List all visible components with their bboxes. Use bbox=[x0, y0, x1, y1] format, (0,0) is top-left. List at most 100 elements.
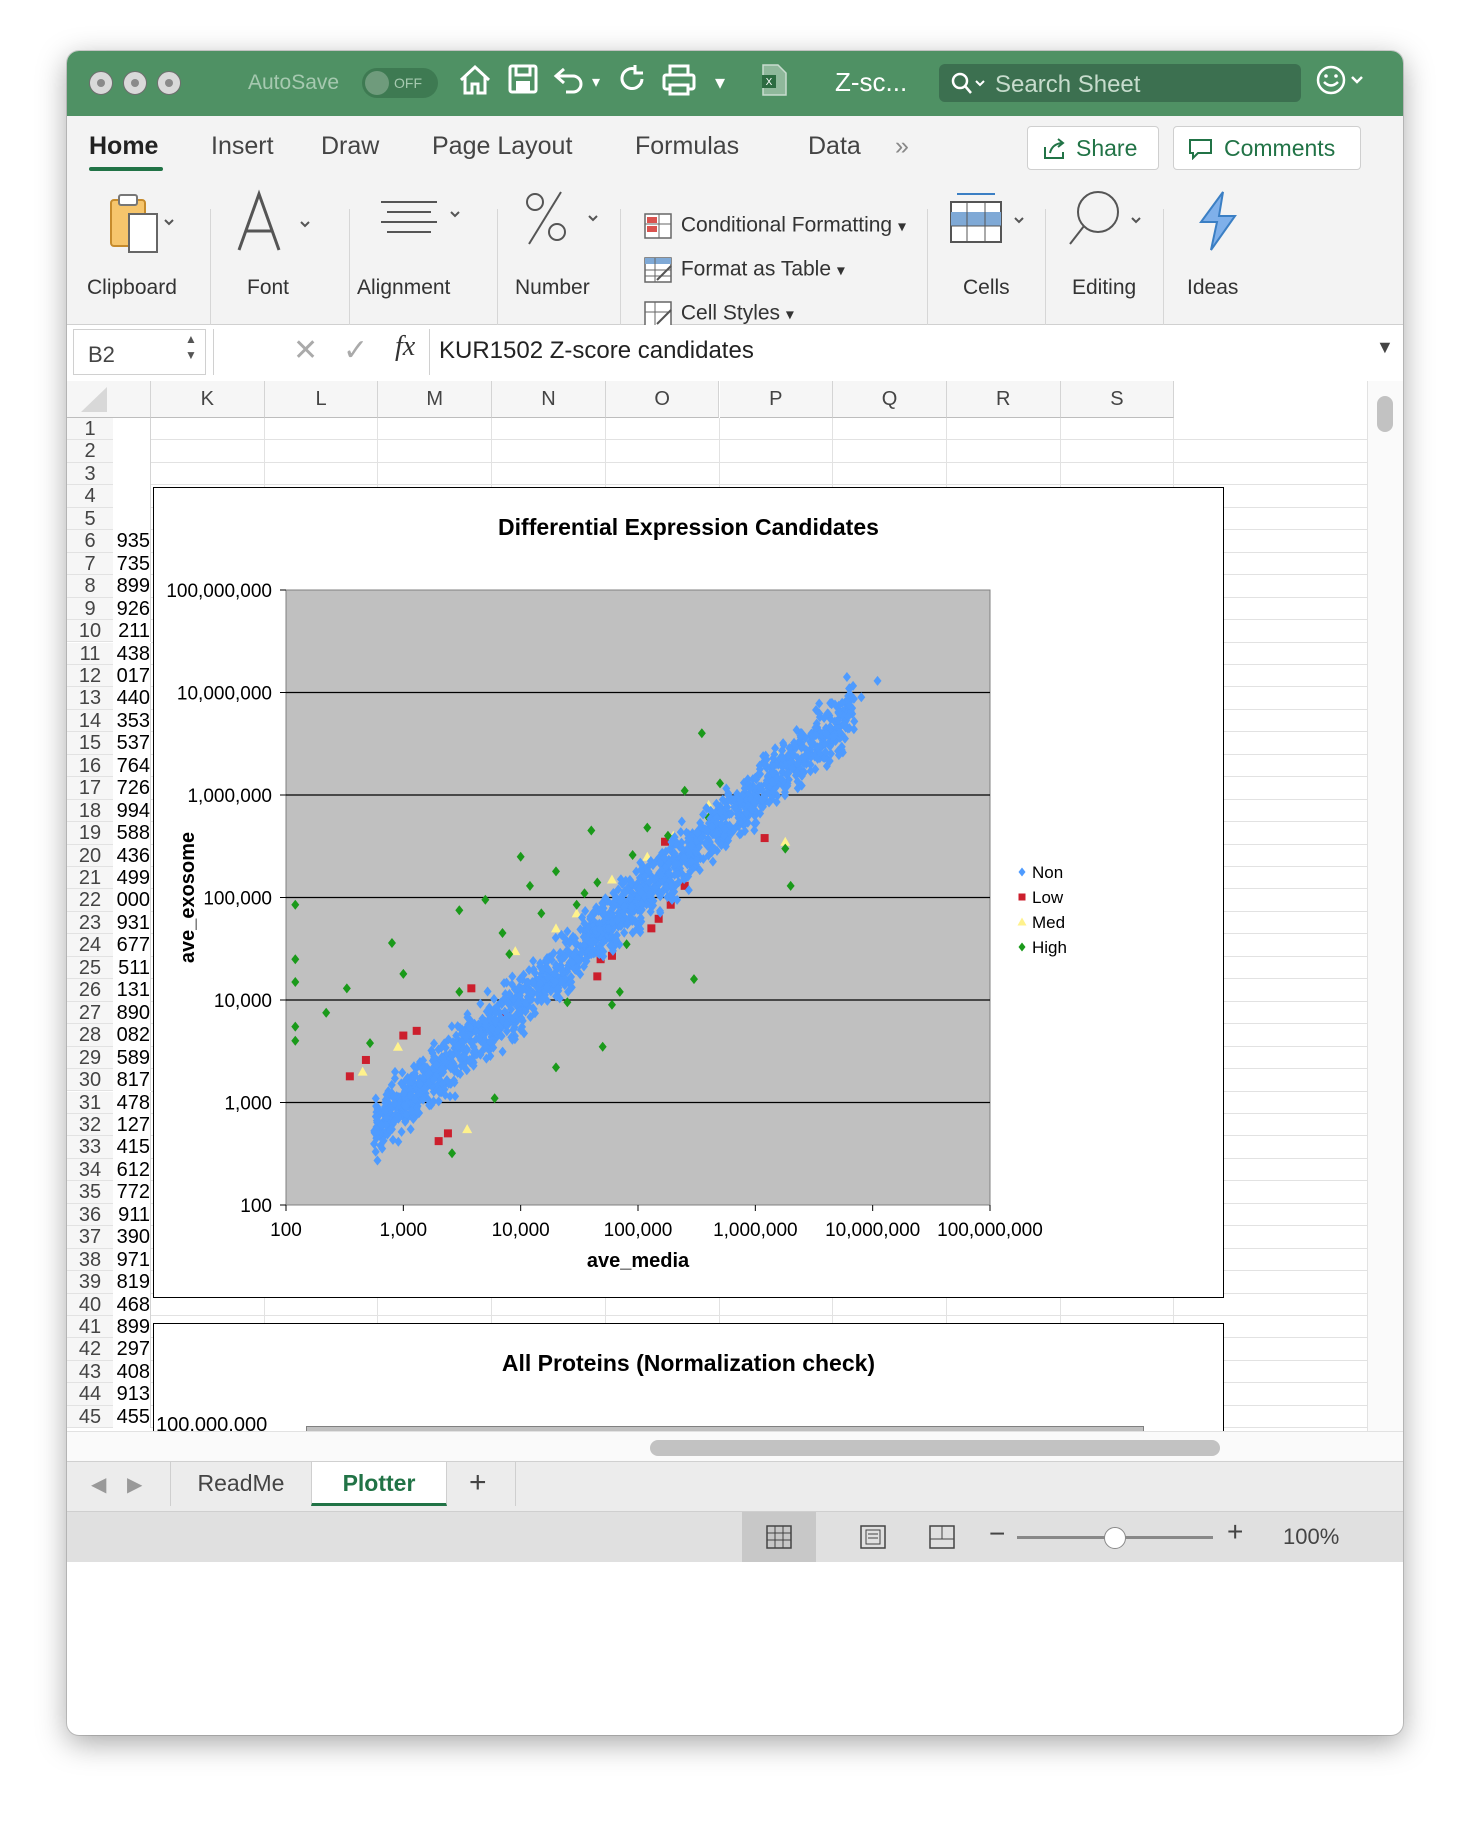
row-header-45[interactable]: 45 bbox=[67, 1405, 113, 1429]
cell-j11[interactable]: 438 bbox=[113, 642, 151, 665]
row-header-35[interactable]: 35 bbox=[67, 1181, 113, 1204]
row-header-24[interactable]: 24 bbox=[67, 934, 113, 957]
number-group[interactable]: Number bbox=[505, 176, 615, 324]
cell-j32[interactable]: 127 bbox=[113, 1113, 151, 1137]
column-header-n[interactable]: N bbox=[492, 381, 606, 418]
tab-draw[interactable]: Draw bbox=[321, 132, 380, 160]
row-header-6[interactable]: 6 bbox=[67, 530, 113, 553]
normal-view-button[interactable] bbox=[742, 1512, 816, 1562]
row-header-16[interactable]: 16 bbox=[67, 754, 113, 778]
home-icon[interactable] bbox=[457, 63, 493, 103]
horizontal-scrollbar[interactable] bbox=[67, 1431, 1403, 1462]
row-header-39[interactable]: 39 bbox=[67, 1271, 113, 1294]
differential-expression-chart[interactable]: Differential Expression Candidates 100 1,… bbox=[153, 487, 1224, 1298]
tab-home[interactable]: Home bbox=[89, 132, 159, 160]
cell-j9[interactable]: 926 bbox=[113, 597, 151, 621]
minimize-window-button[interactable] bbox=[123, 71, 147, 95]
column-header-q[interactable]: Q bbox=[833, 381, 947, 418]
cancel-formula-icon[interactable]: ✕ bbox=[293, 334, 319, 367]
cell-j13[interactable]: 440 bbox=[113, 687, 151, 710]
row-header-22[interactable]: 22 bbox=[67, 889, 113, 912]
format-as-table-button[interactable]: Format as Table ▾ bbox=[643, 256, 845, 284]
cell-j7[interactable]: 735 bbox=[113, 552, 151, 576]
close-window-button[interactable] bbox=[89, 71, 113, 95]
cell-j18[interactable]: 994 bbox=[113, 799, 151, 823]
cell-j29[interactable]: 589 bbox=[113, 1046, 151, 1070]
cell-styles-button[interactable]: Cell Styles ▾ bbox=[643, 300, 794, 328]
row-header-10[interactable]: 10 bbox=[67, 620, 113, 643]
cell-j40[interactable]: 468 bbox=[113, 1293, 151, 1316]
row-header-28[interactable]: 28 bbox=[67, 1024, 113, 1047]
print-icon[interactable] bbox=[659, 63, 699, 103]
cell-j6[interactable]: 935 bbox=[113, 530, 151, 553]
ideas-group[interactable]: Ideas bbox=[1171, 176, 1261, 324]
cell-j26[interactable]: 131 bbox=[113, 979, 151, 1002]
cell-j45[interactable]: 455 bbox=[113, 1405, 151, 1429]
tab-insert[interactable]: Insert bbox=[211, 132, 274, 160]
insert-function-icon[interactable]: fx bbox=[395, 331, 416, 362]
column-header-m[interactable]: M bbox=[378, 381, 493, 418]
select-all-corner[interactable] bbox=[67, 381, 151, 418]
row-header-9[interactable]: 9 bbox=[67, 597, 113, 621]
row-header-8[interactable]: 8 bbox=[67, 575, 113, 598]
undo-dropdown-icon[interactable]: ▾ bbox=[591, 74, 601, 91]
cell-j34[interactable]: 612 bbox=[113, 1158, 151, 1182]
cell-j1[interactable] bbox=[113, 418, 151, 441]
row-header-44[interactable]: 44 bbox=[67, 1383, 113, 1406]
cell-j38[interactable]: 971 bbox=[113, 1248, 151, 1272]
row-header-23[interactable]: 23 bbox=[67, 911, 113, 935]
zoom-in-button[interactable]: + bbox=[1227, 1516, 1244, 1547]
row-header-4[interactable]: 4 bbox=[67, 485, 113, 508]
row-header-43[interactable]: 43 bbox=[67, 1360, 113, 1384]
row-header-17[interactable]: 17 bbox=[67, 777, 113, 800]
row-header-42[interactable]: 42 bbox=[67, 1338, 113, 1361]
row-header-20[interactable]: 20 bbox=[67, 844, 113, 867]
cell-j25[interactable]: 511 bbox=[113, 956, 151, 980]
formula-content[interactable]: KUR1502 Z-score candidates bbox=[439, 337, 754, 364]
share-button[interactable]: Share bbox=[1027, 126, 1159, 170]
row-header-25[interactable]: 25 bbox=[67, 956, 113, 980]
alignment-group[interactable]: Alignment bbox=[357, 176, 487, 324]
conditional-formatting-button[interactable]: Conditional Formatting ▾ bbox=[643, 212, 906, 240]
row-header-32[interactable]: 32 bbox=[67, 1113, 113, 1137]
feedback-smiley-icon[interactable] bbox=[1312, 63, 1372, 103]
cell-j3[interactable] bbox=[113, 462, 151, 486]
cell-j17[interactable]: 726 bbox=[113, 777, 151, 800]
row-header-1[interactable]: 1 bbox=[67, 418, 113, 441]
horizontal-scroll-thumb[interactable] bbox=[650, 1440, 1220, 1456]
redo-icon[interactable] bbox=[615, 63, 651, 103]
zoom-out-button[interactable]: − bbox=[989, 1518, 1006, 1549]
page-break-preview-icon[interactable] bbox=[929, 1525, 955, 1549]
editing-group[interactable]: Editing bbox=[1052, 176, 1162, 324]
row-header-26[interactable]: 26 bbox=[67, 979, 113, 1002]
cell-j5[interactable] bbox=[113, 507, 151, 531]
sheet-tab-readme[interactable]: ReadMe bbox=[171, 1462, 311, 1506]
vertical-scrollbar[interactable] bbox=[1367, 381, 1403, 1431]
row-header-30[interactable]: 30 bbox=[67, 1069, 113, 1092]
row-header-34[interactable]: 34 bbox=[67, 1158, 113, 1182]
row-header-13[interactable]: 13 bbox=[67, 687, 113, 710]
enter-formula-icon[interactable]: ✓ bbox=[343, 334, 369, 367]
cell-j41[interactable]: 899 bbox=[113, 1316, 151, 1339]
zoom-slider[interactable] bbox=[1017, 1527, 1213, 1549]
column-header-l[interactable]: L bbox=[264, 381, 379, 418]
add-sheet-icon[interactable]: + bbox=[469, 1466, 487, 1499]
page-layout-view-icon[interactable] bbox=[860, 1525, 886, 1549]
cell-j4[interactable] bbox=[113, 485, 151, 508]
row-header-15[interactable]: 15 bbox=[67, 732, 113, 755]
cell-j42[interactable]: 297 bbox=[113, 1338, 151, 1361]
clipboard-group[interactable]: Clipboard bbox=[87, 176, 217, 324]
autosave-toggle[interactable]: OFF bbox=[362, 68, 438, 98]
cell-j28[interactable]: 082 bbox=[113, 1024, 151, 1047]
row-header-36[interactable]: 36 bbox=[67, 1203, 113, 1227]
cell-j12[interactable]: 017 bbox=[113, 664, 151, 688]
vertical-scroll-thumb[interactable] bbox=[1377, 396, 1393, 432]
row-header-19[interactable]: 19 bbox=[67, 822, 113, 845]
tab-page-layout[interactable]: Page Layout bbox=[432, 132, 573, 160]
row-header-14[interactable]: 14 bbox=[67, 709, 113, 733]
row-header-41[interactable]: 41 bbox=[67, 1316, 113, 1339]
expand-formula-icon[interactable]: ▼ bbox=[1376, 337, 1394, 357]
row-header-21[interactable]: 21 bbox=[67, 867, 113, 890]
next-sheet-icon[interactable]: ▶ bbox=[127, 1474, 143, 1496]
